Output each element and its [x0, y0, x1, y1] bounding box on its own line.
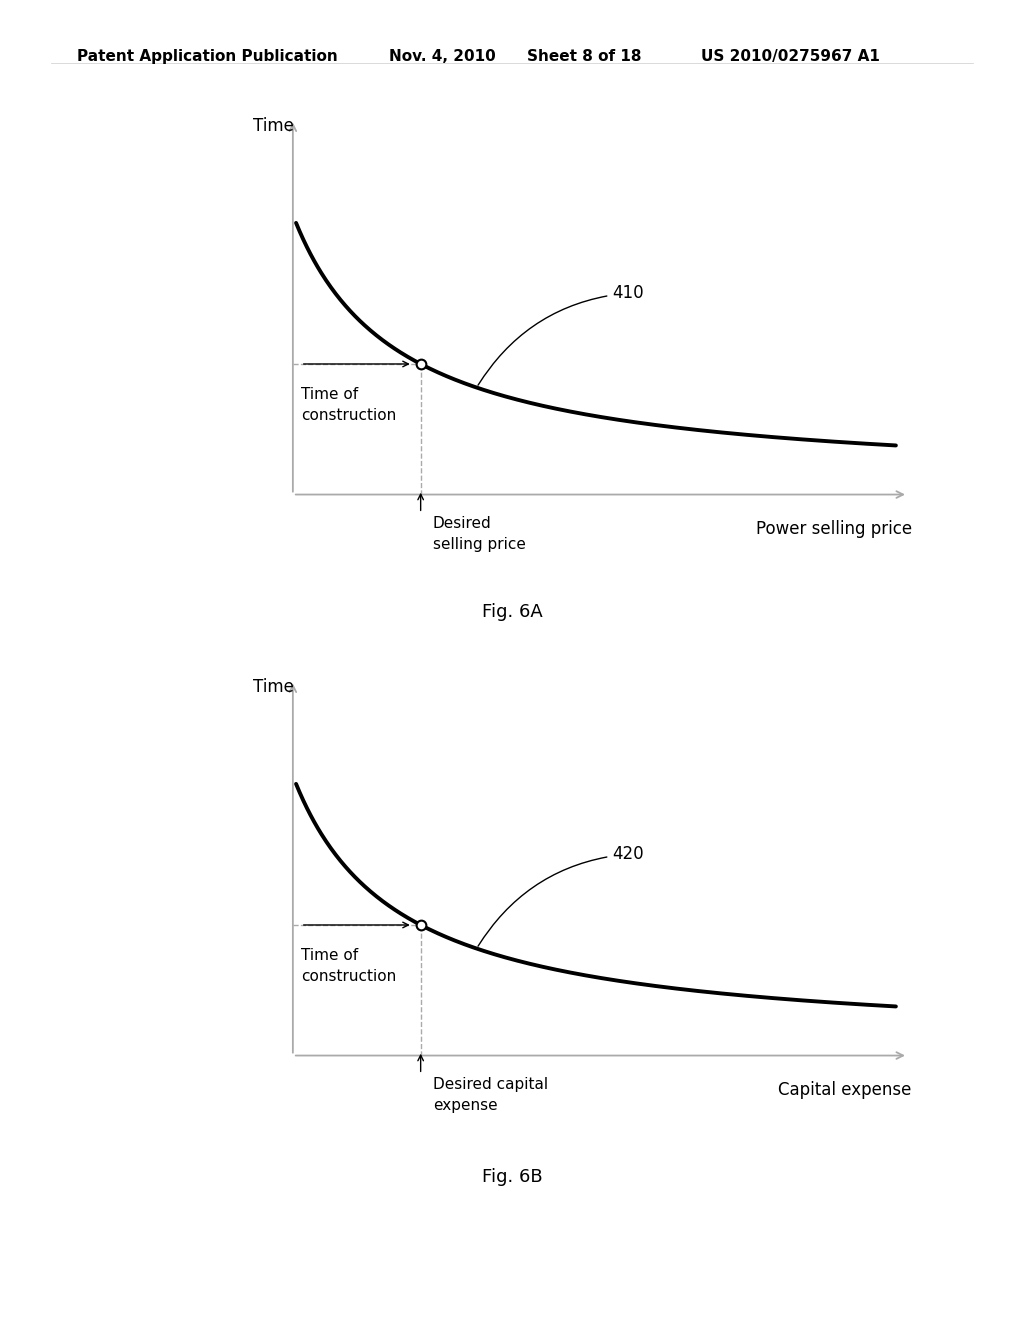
Text: Time of
construction: Time of construction: [301, 948, 396, 985]
Text: Fig. 6B: Fig. 6B: [481, 1168, 543, 1187]
Text: 410: 410: [478, 284, 644, 385]
Text: Desired capital
expense: Desired capital expense: [432, 1077, 548, 1113]
Text: Time: Time: [253, 678, 294, 697]
Text: 420: 420: [478, 845, 644, 946]
Text: Patent Application Publication: Patent Application Publication: [77, 49, 338, 63]
Text: Time: Time: [253, 117, 294, 136]
Text: Power selling price: Power selling price: [756, 520, 911, 539]
Text: Fig. 6A: Fig. 6A: [481, 603, 543, 622]
Text: US 2010/0275967 A1: US 2010/0275967 A1: [701, 49, 881, 63]
Text: Desired
selling price: Desired selling price: [432, 516, 525, 552]
Text: Nov. 4, 2010: Nov. 4, 2010: [389, 49, 496, 63]
Text: Sheet 8 of 18: Sheet 8 of 18: [527, 49, 642, 63]
Text: Capital expense: Capital expense: [778, 1081, 911, 1100]
Text: Time of
construction: Time of construction: [301, 387, 396, 424]
